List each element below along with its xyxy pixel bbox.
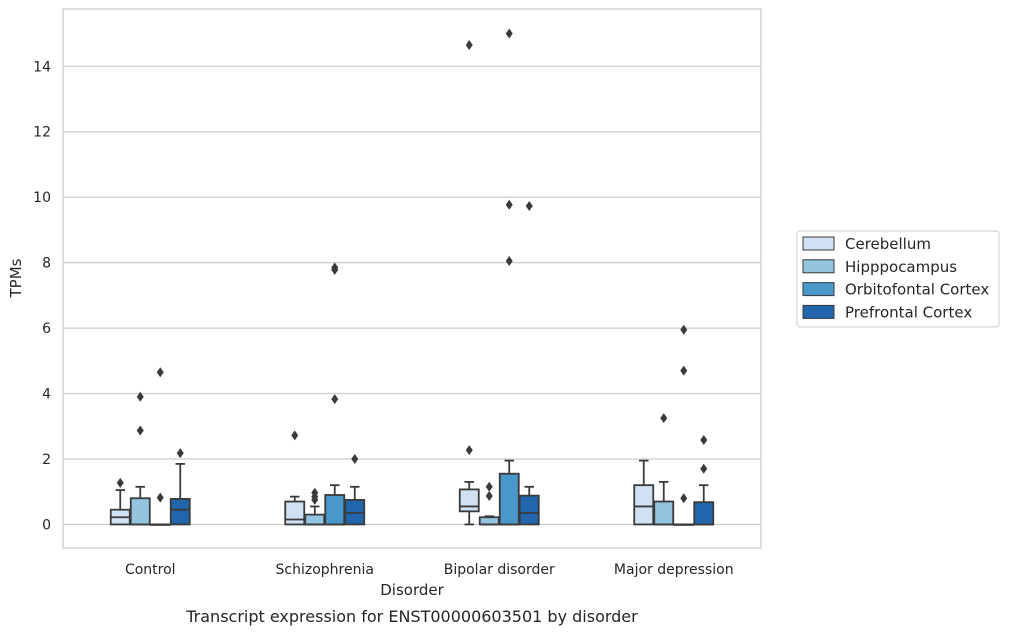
y-axis-label: TPMs [7,258,25,298]
legend-items: Cerebellum Hipppocampus Orbitofontal Corte… [802,235,989,321]
outlier-point [485,481,493,492]
outlier-point [680,324,688,335]
outlier-point [700,463,708,474]
x-tick-label: Bipolar disorder [444,562,555,578]
y-tick-label: 14 [33,59,51,75]
outlier-point [680,493,688,504]
x-axis-ticks: Control Schizophrenia Bipolar disorder Majo… [125,562,734,578]
x-tick-label: Schizophrenia [276,562,374,578]
plot-frame [62,8,762,549]
box-body [169,498,191,526]
box-prefrontal-cortex [169,462,191,526]
legend-item: Orbitofontal Cortex [802,281,989,299]
outlier-point [331,394,339,405]
box-body [458,488,480,513]
outlier-point [505,28,513,39]
legend-item: Hipppocampus [802,258,957,276]
y-tick-label: 12 [33,125,51,141]
box-orbitofontal-cortex [324,484,346,526]
y-tick-label: 6 [42,321,51,337]
chart-caption: Transcript expression for ENST0000060350… [185,607,638,626]
box-orbitofontal-cortex [673,523,695,526]
outlier-point [465,39,473,50]
box-hipppocampus [304,505,326,526]
outlier-point [700,435,708,446]
legend-item: Cerebellum [802,235,931,253]
box-orbitofontal-cortex [498,459,520,526]
box-body [653,500,675,526]
outlier-point [680,365,688,376]
y-tick-label: 0 [42,517,51,533]
box-body [693,501,715,526]
grid-lines [63,65,761,526]
box-body [518,494,540,526]
outlier-point [660,413,668,424]
legend-swatch [802,304,835,319]
outlier-point [525,201,533,212]
legend: Cerebellum Hipppocampus Orbitofontal Corte… [796,230,1000,328]
box-body [478,516,500,526]
outlier-point [156,367,164,378]
legend-label: Hipppocampus [845,258,957,276]
box-cerebellum [284,495,306,526]
box-body [129,497,151,526]
legend-swatch [802,236,835,251]
legend-swatch [802,282,835,297]
y-tick-label: 2 [42,452,51,468]
outlier-points [116,28,708,505]
outlier-point [291,430,299,441]
box-cerebellum [458,480,480,526]
outlier-point [116,477,124,488]
outlier-point [351,453,359,464]
box-cerebellum [109,489,131,526]
legend-frame [796,230,1000,328]
y-tick-label: 4 [42,387,51,403]
outlier-point [136,391,144,402]
box-series [109,459,715,526]
legend-label: Prefrontal Cortex [845,303,972,321]
box-body [324,494,346,526]
y-tick-label: 10 [33,190,51,206]
outlier-point [311,487,319,498]
box-orbitofontal-cortex [149,523,171,526]
box-prefrontal-cortex [693,484,715,526]
outlier-point [156,492,164,503]
legend-label: Orbitofontal Cortex [845,281,989,299]
box-hipppocampus [478,515,500,526]
outlier-point [176,448,184,459]
box-body [304,513,326,526]
outlier-point [505,255,513,266]
box-cerebellum [633,459,655,526]
box-hipppocampus [653,480,675,526]
x-axis-label: Disorder [380,581,444,599]
outlier-point [331,262,339,273]
box-hipppocampus [129,485,151,526]
legend-swatch [802,259,835,274]
x-tick-label: Control [125,562,176,578]
legend-label: Cerebellum [845,235,931,253]
outlier-point [465,445,473,456]
x-tick-label: Major depression [614,562,734,578]
outlier-point [485,490,493,501]
box-prefrontal-cortex [344,485,366,526]
box-body [498,472,520,526]
box-prefrontal-cortex [518,485,540,526]
y-tick-label: 8 [42,256,51,272]
outlier-point [136,425,144,436]
y-axis-ticks: 0 2 4 6 8 10 12 14 [33,59,51,533]
box-body [633,484,655,526]
outlier-point [505,199,513,210]
legend-item: Prefrontal Cortex [802,303,972,321]
box-body [284,500,306,526]
